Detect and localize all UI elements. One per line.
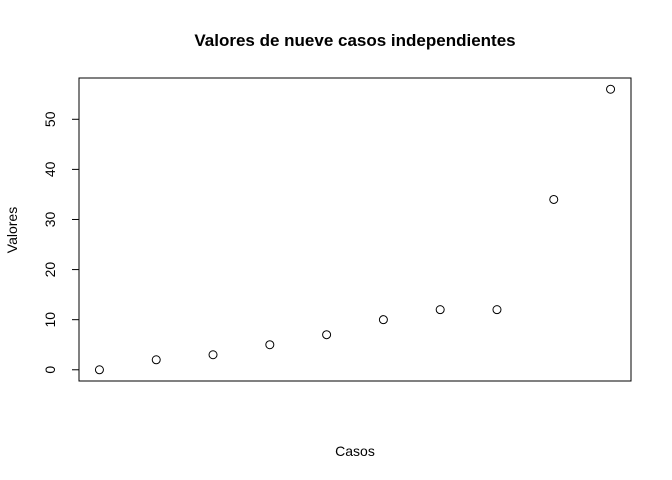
y-tick-label: 0: [42, 366, 58, 374]
point: [435, 305, 445, 315]
y-axis-label: Valores: [4, 207, 20, 253]
y-tick-label: 10: [42, 312, 58, 328]
point: [322, 330, 332, 340]
plot-frame: [78, 77, 632, 382]
point: [492, 305, 502, 315]
point: [606, 84, 616, 94]
y-tick-label: 30: [42, 211, 58, 227]
x-axis-label: Casos: [335, 443, 375, 459]
point: [208, 350, 218, 360]
point: [151, 355, 161, 365]
point: [265, 340, 275, 350]
y-tick-label: 50: [42, 111, 58, 127]
point: [378, 315, 388, 325]
y-tick-label: 40: [42, 161, 58, 177]
chart-title: Valores de nueve casos independientes: [194, 31, 515, 50]
point: [94, 365, 104, 375]
y-tick-label: 20: [42, 262, 58, 278]
point: [549, 194, 559, 204]
